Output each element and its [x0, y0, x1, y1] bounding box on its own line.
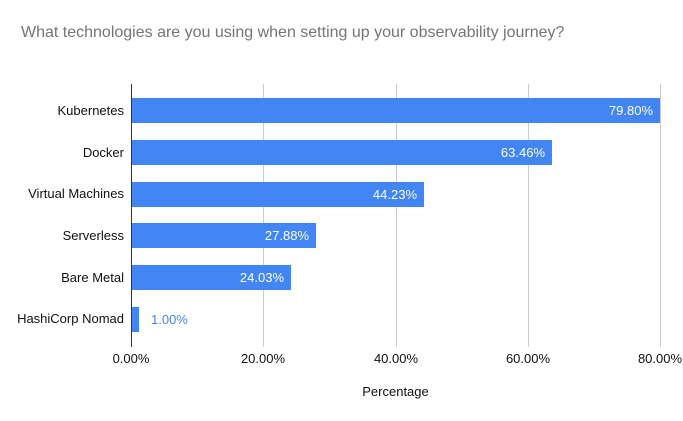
chart-title: What technologies are you using when set… [21, 24, 565, 41]
bar-value-label: 24.03% [239, 270, 284, 285]
x-tick-label: 40.00% [373, 351, 419, 366]
bar-virtual-machines[interactable]: 44.23% [132, 182, 424, 207]
category-label-bare-metal: Bare Metal [61, 270, 124, 285]
x-tick-label: 80.00% [637, 351, 683, 366]
bar-value-label: 63.46% [500, 145, 545, 160]
category-label-virtual-machines: Virtual Machines [28, 186, 124, 201]
x-axis-title: Percentage [362, 384, 429, 399]
bar-kubernetes[interactable]: 79.80% [132, 98, 660, 123]
category-label-kubernetes: Kubernetes [57, 103, 125, 118]
x-tick-label: 60.00% [505, 351, 551, 366]
gridline [660, 84, 661, 347]
bar-bare-metal[interactable]: 24.03% [132, 265, 291, 290]
category-label-hashicorp-nomad: HashiCorp Nomad [17, 311, 124, 326]
gridline [528, 84, 529, 347]
x-tick-label: 20.00% [240, 351, 286, 366]
bar-value-label: 44.23% [372, 187, 417, 202]
bar-hashicorp-nomad[interactable] [132, 307, 139, 332]
x-tick-label: 0.00% [112, 351, 150, 366]
category-label-docker: Docker [82, 145, 124, 160]
bar-serverless[interactable]: 27.88% [132, 223, 316, 248]
category-label-serverless: Serverless [62, 228, 124, 243]
gridline [263, 84, 264, 347]
bar-docker[interactable]: 63.46% [132, 140, 552, 165]
gridline [396, 84, 397, 347]
y-axis-baseline [131, 84, 132, 347]
bar-value-label: 79.80% [608, 103, 653, 118]
bar-value-label: 27.88% [264, 228, 309, 243]
bar-value-label: 1.00% [151, 312, 188, 327]
